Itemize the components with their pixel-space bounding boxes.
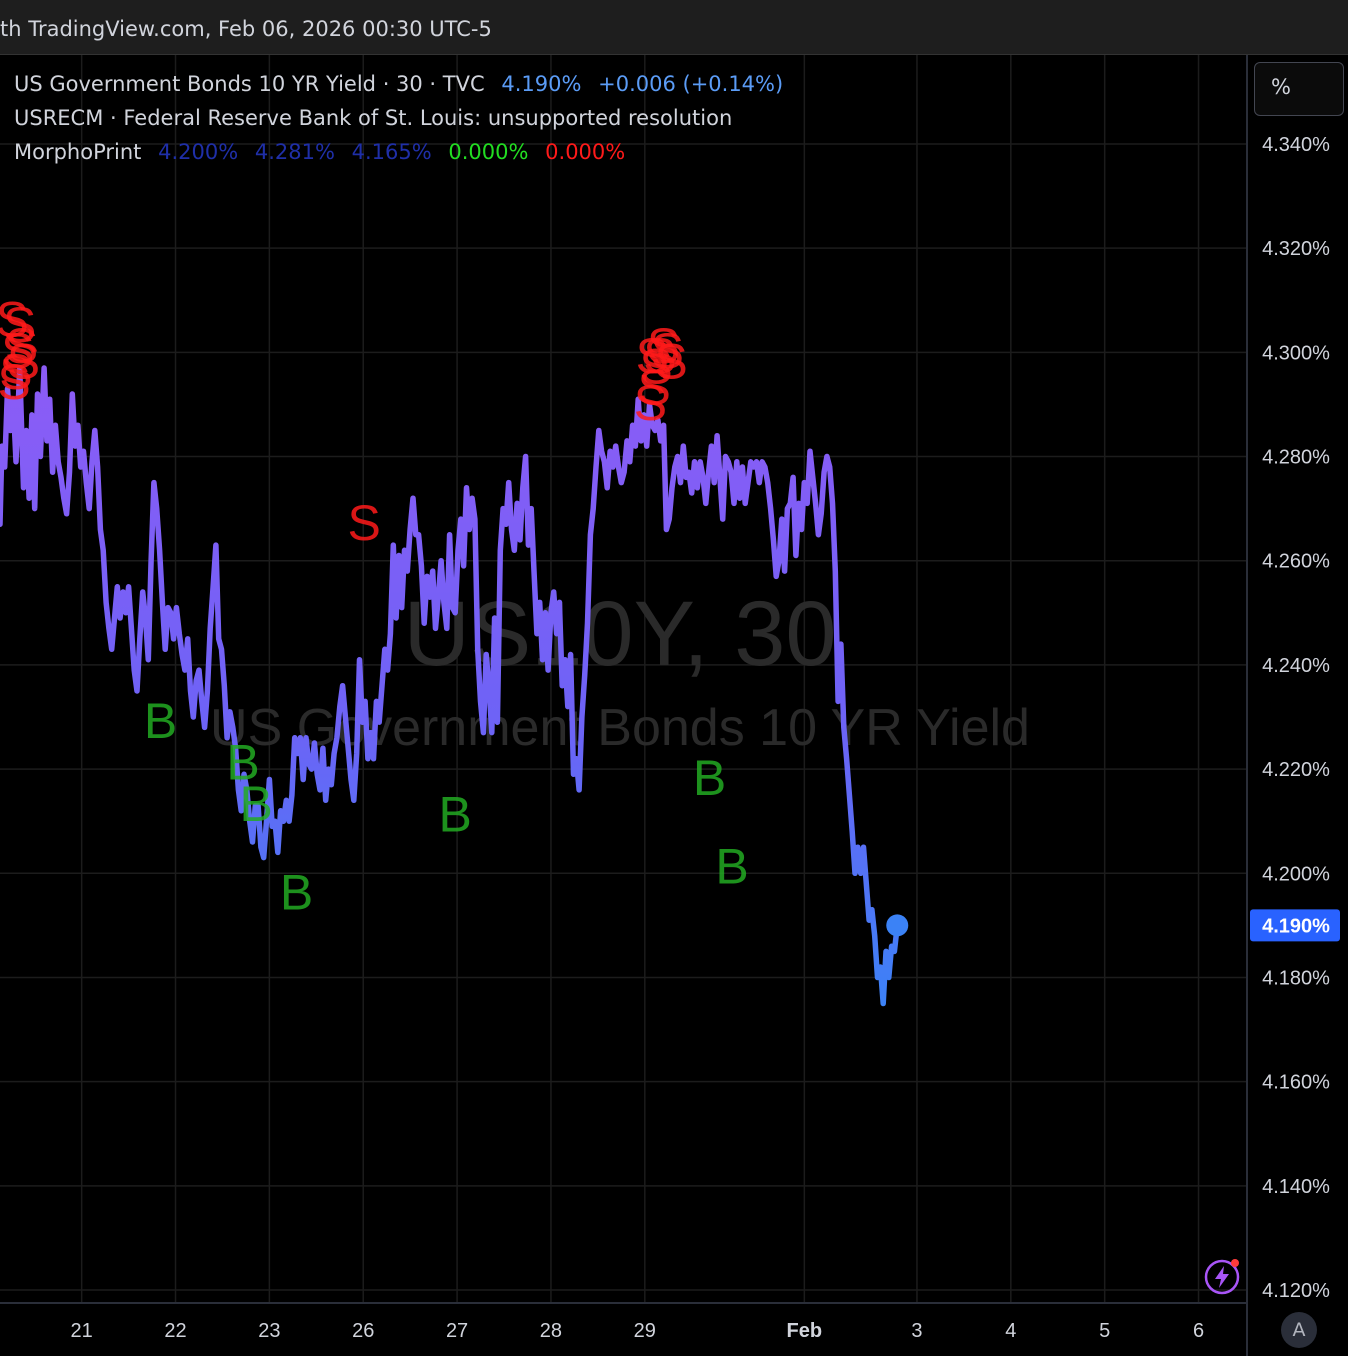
sell-signal: S	[7, 333, 40, 389]
buy-signal: B	[693, 750, 726, 806]
sell-signal: S	[651, 323, 684, 379]
legend-morpho-value-3: 4.165%	[351, 140, 432, 164]
y-tick-label: 4.340%	[1262, 134, 1330, 156]
buy-signal: B	[240, 776, 273, 832]
x-tick-label: 21	[71, 1320, 93, 1342]
price-unit-label: %	[1271, 75, 1291, 99]
sell-signal: S	[639, 339, 672, 395]
y-tick-label: 4.320%	[1262, 238, 1330, 260]
last-price-dot	[886, 914, 909, 937]
y-tick-label: 4.220%	[1262, 759, 1330, 781]
sell-signal: S	[1, 323, 34, 379]
last-price-tag-label: 4.190%	[1262, 915, 1330, 937]
auto-scale-button[interactable]: A	[1281, 1312, 1317, 1348]
y-tick-label: 4.160%	[1262, 1072, 1330, 1094]
buy-signal: B	[280, 865, 313, 921]
lightning-icon[interactable]	[1203, 1258, 1241, 1296]
legend-morpho-sell: 0.000%	[545, 140, 626, 164]
sell-signal: S	[3, 297, 36, 353]
x-tick-label: 5	[1099, 1320, 1110, 1342]
x-tick-label: 27	[446, 1320, 468, 1342]
y-tick-label: 4.120%	[1262, 1280, 1330, 1302]
y-tick-label: 4.180%	[1262, 967, 1330, 989]
legend-morpho-name: MorphoPrint	[14, 140, 142, 164]
buy-signal: B	[439, 787, 472, 843]
x-tick-label: 28	[540, 1320, 562, 1342]
price-line	[0, 365, 901, 1007]
y-tick-label: 4.200%	[1262, 863, 1330, 885]
y-tick-label: 4.260%	[1262, 551, 1330, 573]
sell-signal: S	[647, 318, 680, 374]
y-tick-label: 4.240%	[1262, 655, 1330, 677]
legend-symbol: US Government Bonds 10 YR Yield · 30 · T…	[14, 72, 485, 96]
x-tick-label: 6	[1193, 1320, 1204, 1342]
x-tick-label: 26	[352, 1320, 374, 1342]
sell-signal: S	[0, 354, 31, 410]
legend-morphoprint[interactable]: MorphoPrint 4.200% 4.281% 4.165% 0.000% …	[14, 140, 625, 164]
legend-usrecm-text: USRECM · Federal Reserve Bank of St. Lou…	[14, 106, 733, 130]
y-tick-label: 4.300%	[1262, 342, 1330, 364]
time-axis[interactable]: 21 22 23 26 27 28 29 Feb 3 4 5 6	[71, 1320, 1205, 1342]
legend-main-series[interactable]: US Government Bonds 10 YR Yield · 30 · T…	[14, 72, 783, 96]
x-tick-label: 3	[911, 1320, 922, 1342]
snapshot-caption: th TradingView.com, Feb 06, 2026 00:30 U…	[0, 17, 492, 41]
x-tick-label: 23	[258, 1320, 280, 1342]
sell-signal: S	[634, 375, 667, 431]
price-axis[interactable]: 4.340% 4.320% 4.300% 4.280% 4.260% 4.240% 4.22…	[1262, 134, 1330, 1302]
legend-morpho-value-1: 4.200%	[158, 140, 239, 164]
legend-change: +0.006 (+0.14%)	[598, 72, 784, 96]
legend-morpho-value-2: 4.281%	[254, 140, 335, 164]
y-tick-label: 4.280%	[1262, 447, 1330, 469]
legend-morpho-buy: 0.000%	[448, 140, 529, 164]
sell-signal: S	[636, 328, 669, 384]
last-price-tag: 4.190%	[1250, 909, 1340, 942]
buy-signal: B	[715, 839, 748, 895]
price-unit-button[interactable]: %	[1254, 62, 1344, 116]
sell-signal: S	[0, 292, 29, 348]
legend-last-value: 4.190%	[501, 72, 582, 96]
x-tick-label: 29	[634, 1320, 656, 1342]
x-tick-label: Feb	[787, 1320, 823, 1342]
watermark-ticker: US10Y, 30	[403, 583, 836, 685]
sell-signal: S	[643, 328, 676, 384]
y-tick-label: 4.140%	[1262, 1176, 1330, 1198]
snapshot-header: th TradingView.com, Feb 06, 2026 00:30 U…	[0, 0, 1348, 55]
legend-usrecm[interactable]: USRECM · Federal Reserve Bank of St. Lou…	[14, 106, 732, 130]
sell-signal: S	[5, 318, 38, 374]
x-tick-label: 4	[1005, 1320, 1016, 1342]
chart-watermark: US10Y, 30 US Government Bonds 10 YR Yiel…	[210, 583, 1030, 757]
buy-signal: B	[144, 693, 177, 749]
sell-signal: S	[0, 344, 33, 400]
sell-signal: S	[347, 495, 380, 551]
sell-signal: S	[654, 333, 687, 389]
sell-signal: S	[637, 359, 670, 415]
buy-signal: B	[226, 735, 259, 791]
x-tick-label: 22	[164, 1320, 186, 1342]
